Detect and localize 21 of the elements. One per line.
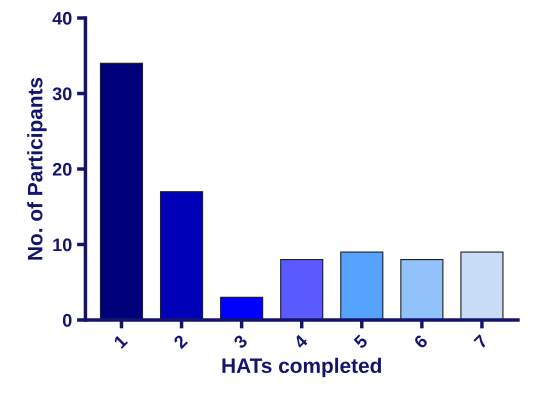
bar xyxy=(340,251,384,320)
y-tick-label: 40 xyxy=(52,12,72,25)
bar xyxy=(160,191,204,320)
y-tick-label: 0 xyxy=(62,314,72,327)
x-tick-label: 7 xyxy=(473,334,488,349)
bar xyxy=(220,296,264,320)
x-tick-label: 6 xyxy=(413,334,428,350)
x-tick-label: 5 xyxy=(353,334,368,350)
y-tick-label: 10 xyxy=(53,238,72,252)
y-axis-title: No. of Participants xyxy=(27,78,47,260)
x-axis-title: HATs completed xyxy=(222,358,381,378)
y-tick-label: 20 xyxy=(52,162,72,176)
y-tick-label: 30 xyxy=(52,87,72,100)
x-tick-label: 4 xyxy=(292,334,308,350)
x-tick-label: 1 xyxy=(113,334,128,349)
x-tick-label: 2 xyxy=(172,334,188,350)
bar xyxy=(400,259,444,320)
bar xyxy=(100,62,144,320)
bar xyxy=(280,259,324,320)
x-tick-label: 3 xyxy=(232,334,248,350)
bar xyxy=(460,251,504,320)
